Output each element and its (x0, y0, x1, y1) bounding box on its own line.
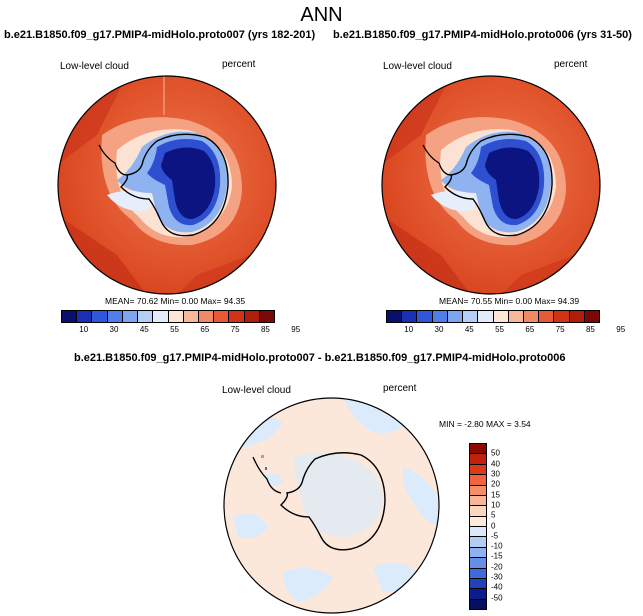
colorbar-swatch (168, 311, 184, 322)
colorbar-swatch (122, 311, 139, 322)
diff-panel-title: b.e21.B1850.f09_g17.PMIP4-midHolo.proto0… (74, 352, 566, 364)
colorbar-tick-label: 0 (491, 521, 496, 530)
diff-colorbar-ticks: 50 40 30 20 15 10 5 0 -5 -10 -15 -20 -30 -40 -50 (491, 443, 521, 608)
colorbar-swatch (478, 311, 494, 322)
colorbar-swatch (92, 311, 108, 322)
colorbar-tick-label: 50 (491, 448, 500, 458)
colorbar-tick-label: -40 (491, 582, 503, 592)
colorbar-swatch (584, 311, 600, 322)
colorbar-tick-label: 75 (230, 325, 240, 334)
left-variable-label: Low-level cloud (60, 61, 129, 72)
colorbar-tick-label: 55 (495, 325, 505, 334)
colorbar-swatch (447, 311, 464, 322)
right-polar-map (381, 75, 601, 295)
colorbar-swatch (432, 311, 448, 322)
colorbar-swatch (470, 506, 486, 517)
colorbar-swatch (229, 311, 245, 322)
colorbar-swatch (138, 311, 154, 322)
right-panel-title: b.e21.B1850.f09_g17.PMIP4-midHolo.proto0… (333, 29, 632, 41)
colorbar-swatch (463, 311, 479, 322)
colorbar-tick-label: 30 (109, 325, 119, 334)
colorbar-swatch (244, 311, 260, 322)
left-colorbar-ticks: 10 30 45 55 65 75 85 95 (61, 325, 300, 335)
colorbar-swatch (470, 527, 486, 538)
diff-units-label: percent (383, 383, 417, 394)
colorbar-swatch (62, 311, 78, 322)
colorbar-swatch (198, 311, 215, 322)
colorbar-swatch (153, 311, 169, 322)
page-title: ANN (300, 4, 343, 26)
colorbar-swatch (470, 454, 486, 465)
colorbar-swatch (569, 311, 585, 322)
right-colorbar-ticks: 10 30 45 55 65 75 85 95 (386, 325, 625, 335)
colorbar-tick-label: 65 (200, 325, 210, 334)
colorbar-tick-label: -50 (491, 593, 503, 603)
colorbar-swatch (387, 311, 403, 322)
left-colorbar (61, 310, 275, 323)
colorbar-swatch (470, 547, 486, 559)
colorbar-tick-label: 85 (260, 325, 270, 334)
colorbar-tick-label: 40 (491, 459, 500, 469)
colorbar-swatch (470, 599, 486, 609)
colorbar-swatch (107, 311, 123, 322)
left-units-label: percent (222, 59, 256, 70)
colorbar-swatch (539, 311, 555, 322)
colorbar-tick-label: 95 (616, 325, 626, 334)
colorbar-swatch (470, 568, 486, 579)
colorbar-swatch (402, 311, 418, 322)
colorbar-swatch (470, 578, 486, 590)
colorbar-tick-label: 45 (464, 325, 474, 334)
colorbar-swatch (183, 311, 199, 322)
colorbar-tick-label: 85 (585, 325, 595, 334)
right-stats: MEAN= 70.55 Min= 0.00 Max= 94.39 (439, 296, 580, 306)
colorbar-swatch (493, 311, 509, 322)
colorbar-swatch (470, 537, 486, 548)
colorbar-tick-label: 15 (491, 490, 500, 500)
colorbar-tick-label: 10 (491, 500, 500, 510)
colorbar-tick-label: 45 (139, 325, 149, 334)
colorbar-swatch (508, 311, 524, 322)
colorbar-swatch (470, 485, 486, 496)
colorbar-tick-label: -5 (491, 531, 499, 541)
colorbar-tick-label: -15 (491, 551, 503, 561)
colorbar-tick-label: 95 (291, 325, 301, 334)
colorbar-swatch (470, 558, 486, 569)
right-units-label: percent (554, 59, 588, 70)
colorbar-tick-label: -30 (491, 572, 503, 582)
colorbar-tick-label: 55 (170, 325, 180, 334)
colorbar-swatch (470, 464, 486, 476)
colorbar-swatch (417, 311, 433, 322)
colorbar-swatch (470, 589, 486, 600)
colorbar-swatch (554, 311, 570, 322)
colorbar-tick-label: 5 (491, 510, 496, 520)
colorbar-tick-label: 10 (79, 325, 89, 334)
colorbar-swatch (77, 311, 93, 322)
colorbar-swatch (470, 495, 486, 507)
left-stats: MEAN= 70.62 Min= 0.00 Max= 94.35 (105, 296, 246, 306)
left-polar-map (57, 75, 277, 295)
colorbar-tick-label: 30 (491, 469, 500, 479)
colorbar-tick-label: -20 (491, 562, 503, 572)
colorbar-tick-label: 75 (555, 325, 565, 334)
colorbar-tick-label: -10 (491, 541, 503, 551)
colorbar-tick-label: 30 (434, 325, 444, 334)
colorbar-tick-label: 10 (404, 325, 414, 334)
diff-polar-map (223, 397, 440, 614)
colorbar-swatch (470, 444, 486, 455)
colorbar-swatch (259, 311, 275, 322)
colorbar-swatch (214, 311, 230, 322)
diff-stats: MIN = -2.80 MAX = 3.54 (439, 419, 531, 429)
colorbar-swatch (523, 311, 540, 322)
diff-colorbar (469, 443, 487, 610)
diff-variable-label: Low-level cloud (222, 385, 291, 396)
colorbar-tick-label: 20 (491, 479, 500, 489)
right-variable-label: Low-level cloud (383, 61, 452, 72)
left-panel-title: b.e21.B1850.f09_g17.PMIP4-midHolo.proto0… (4, 29, 316, 41)
colorbar-swatch (470, 475, 486, 486)
colorbar-swatch (470, 516, 486, 527)
right-colorbar (386, 310, 600, 323)
colorbar-tick-label: 65 (525, 325, 535, 334)
